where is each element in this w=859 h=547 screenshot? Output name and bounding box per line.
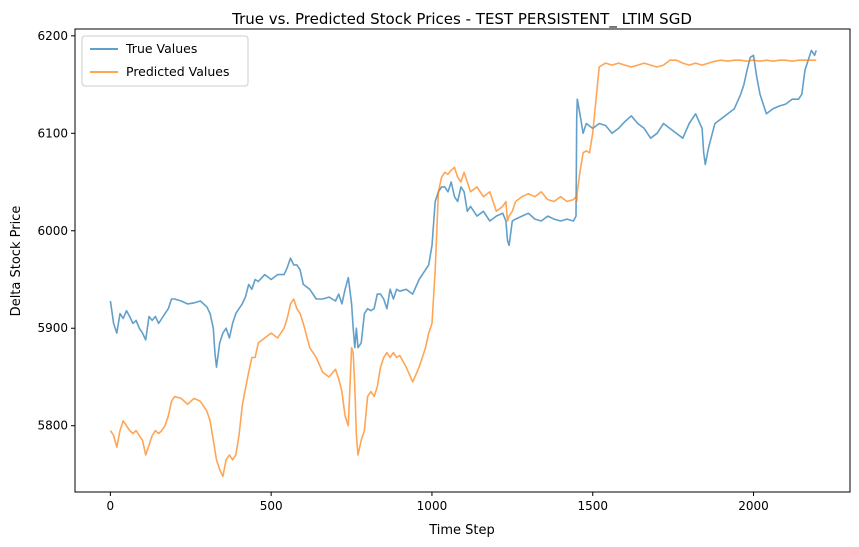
legend-label-true: True Values bbox=[125, 41, 197, 56]
x-tick-label: 500 bbox=[260, 499, 283, 513]
series-line-true-values bbox=[109, 49, 817, 369]
x-tick-label: 0 bbox=[107, 499, 115, 513]
series-line-predicted-values bbox=[109, 59, 817, 478]
y-axis-label: Delta Stock Price bbox=[9, 206, 24, 317]
plot-lines bbox=[109, 49, 817, 478]
x-tick-label: 1500 bbox=[577, 499, 608, 513]
x-axis-label: Time Step bbox=[428, 523, 495, 538]
y-axis-ticks: 5800 5900 6000 6100 6200 bbox=[37, 29, 75, 433]
y-tick-label: 5900 bbox=[37, 321, 68, 335]
legend-label-predicted: Predicted Values bbox=[126, 64, 230, 79]
chart-title: True vs. Predicted Stock Prices - TEST P… bbox=[231, 10, 692, 29]
x-tick-label: 2000 bbox=[738, 499, 769, 513]
y-tick-label: 5800 bbox=[37, 419, 68, 433]
x-axis-ticks: 0 500 1000 1500 2000 bbox=[107, 492, 769, 513]
x-tick-label: 1000 bbox=[417, 499, 448, 513]
legend: True Values Predicted Values bbox=[81, 35, 249, 87]
y-tick-label: 6000 bbox=[37, 224, 68, 238]
y-tick-label: 6100 bbox=[37, 126, 68, 140]
y-tick-label: 6200 bbox=[37, 29, 68, 43]
plot-frame bbox=[74, 28, 851, 493]
legend-box bbox=[81, 35, 249, 87]
